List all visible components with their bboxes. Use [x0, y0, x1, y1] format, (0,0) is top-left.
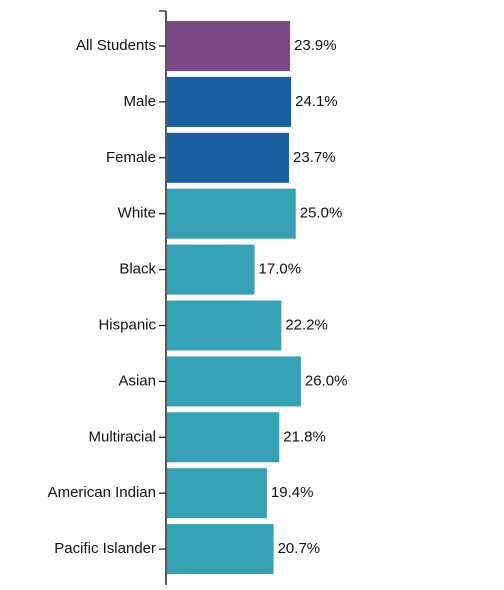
category-label-asian: Asian [118, 372, 156, 389]
value-label-asian: 26.0% [305, 372, 348, 389]
category-label-white: White [118, 205, 156, 222]
value-label-female: 23.7% [293, 149, 336, 166]
bar-american-indian [167, 468, 267, 519]
value-label-white: 25.0% [300, 205, 343, 222]
labels-layer: All Students 23.9% Male 24.1% Female 23.7% Whi… [48, 10, 348, 557]
bar-black [167, 244, 255, 295]
bars-layer [167, 21, 301, 575]
value-label-pacific-islander: 20.7% [278, 540, 321, 557]
value-label-all-students: 23.9% [294, 37, 337, 54]
category-label-multiracial: Multiracial [88, 428, 156, 445]
bar-hispanic [167, 300, 282, 351]
bar-white [167, 188, 296, 239]
bar-asian [167, 356, 301, 407]
value-label-male: 24.1% [295, 93, 338, 110]
bar-all-students [167, 21, 291, 71]
bar-multiracial [167, 412, 280, 463]
value-label-multiracial: 21.8% [283, 428, 326, 445]
category-label-black: Black [119, 261, 156, 278]
category-label-hispanic: Hispanic [98, 316, 156, 333]
value-label-american-indian: 19.4% [271, 484, 314, 501]
category-label-male: Male [123, 93, 156, 110]
bar-female [167, 132, 290, 183]
value-label-black: 17.0% [259, 261, 302, 278]
category-label-pacific-islander: Pacific Islander [54, 540, 156, 557]
bar-male [167, 76, 292, 127]
bar-pacific-islander [167, 524, 274, 575]
category-label-all-students: All Students [76, 37, 156, 54]
value-label-hispanic: 22.2% [285, 316, 328, 333]
category-label-american-indian: American Indian [48, 484, 156, 501]
category-label-female: Female [106, 149, 156, 166]
